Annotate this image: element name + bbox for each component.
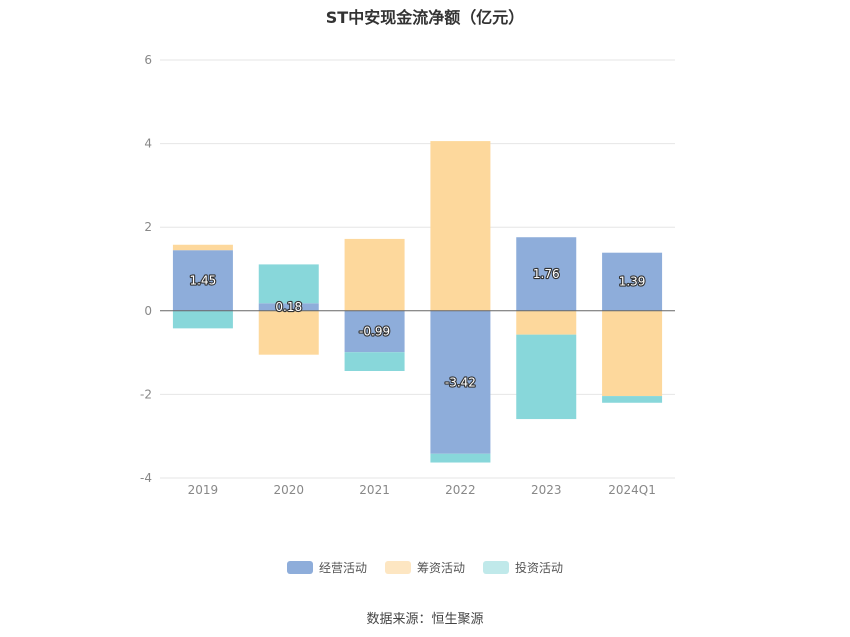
bar-segment bbox=[430, 453, 491, 463]
bar-data-label: -3.42 bbox=[445, 375, 476, 389]
x-tick-label: 2023 bbox=[531, 483, 562, 497]
bar-segment bbox=[516, 334, 577, 420]
data-labels: 1.45 0.18 -0.99 -3.42 1.76 1.39 bbox=[188, 266, 646, 390]
legend-swatch bbox=[483, 561, 509, 574]
bars-group bbox=[172, 141, 663, 463]
bar-data-label: 0.18 bbox=[275, 300, 302, 314]
legend-label: 经营活动 bbox=[318, 561, 367, 575]
x-axis-ticks: 2019 2020 2021 2022 2023 2024Q1 bbox=[188, 483, 656, 497]
legend-item-operating[interactable]: 经营活动 bbox=[286, 559, 367, 576]
grid-lines bbox=[160, 59, 675, 479]
legend-label: 投资活动 bbox=[515, 561, 564, 575]
bar-data-label: 1.76 bbox=[533, 267, 560, 281]
y-tick-label: 2 bbox=[144, 220, 152, 234]
bar-segment bbox=[344, 352, 405, 371]
legend-swatch bbox=[286, 561, 313, 574]
y-axis-ticks: -4 -2 0 2 4 6 bbox=[140, 53, 152, 485]
x-tick-label: 2021 bbox=[359, 483, 390, 497]
bar-segment bbox=[172, 250, 233, 311]
legend-item-investing[interactable]: 投资活动 bbox=[483, 559, 563, 576]
y-tick-label: -4 bbox=[140, 471, 152, 485]
legend-swatch bbox=[384, 561, 411, 574]
y-tick-label: 6 bbox=[144, 53, 152, 67]
legend: 经营活动 筹资活动 投资活动 bbox=[0, 559, 850, 576]
chart-title: ST中安现金流净额（亿元） bbox=[325, 8, 525, 27]
bar-segment bbox=[430, 310, 491, 454]
bar-segment bbox=[344, 310, 405, 353]
y-tick-label: 0 bbox=[144, 304, 152, 318]
y-tick-label: -2 bbox=[140, 387, 152, 401]
bar-segment bbox=[258, 303, 319, 311]
x-tick-label: 2020 bbox=[273, 483, 304, 497]
legend-label: 筹资活动 bbox=[416, 561, 465, 575]
bar-segment bbox=[602, 396, 663, 403]
bar-segment bbox=[516, 310, 577, 335]
x-tick-label: 2022 bbox=[445, 483, 476, 497]
bar-data-label: -0.99 bbox=[359, 324, 390, 338]
bar-segment bbox=[172, 244, 233, 251]
bar-segment bbox=[430, 141, 491, 311]
legend-item-financing[interactable]: 筹资活动 bbox=[384, 559, 465, 576]
bar-segment bbox=[344, 238, 405, 311]
bar-segment bbox=[172, 310, 233, 329]
x-tick-label: 2024Q1 bbox=[608, 483, 656, 497]
bar-segment bbox=[258, 264, 319, 304]
bar-segment bbox=[602, 310, 663, 397]
x-tick-label: 2019 bbox=[188, 483, 219, 497]
bar-data-label: 1.39 bbox=[619, 275, 646, 289]
bar-segment bbox=[602, 252, 663, 311]
bar-segment bbox=[516, 237, 577, 311]
data-source-note: 数据来源：恒生聚源 bbox=[366, 612, 484, 627]
bar-data-label: 1.45 bbox=[190, 273, 217, 287]
y-tick-label: 4 bbox=[144, 137, 152, 151]
bar-segment bbox=[258, 310, 319, 355]
